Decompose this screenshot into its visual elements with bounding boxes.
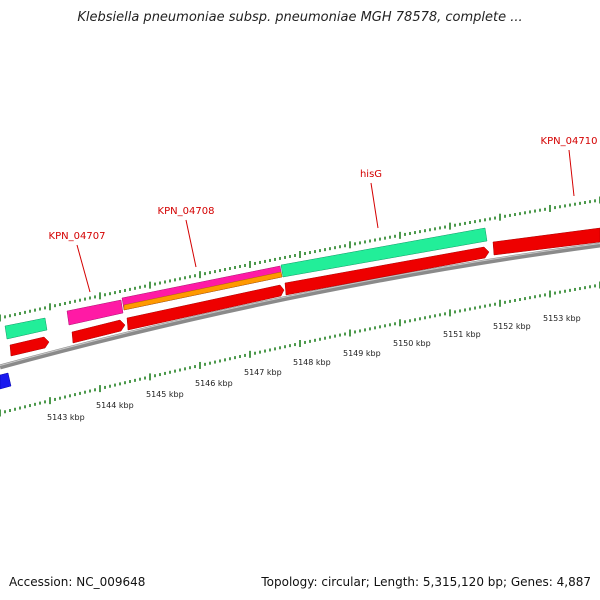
inner-tick-row [0, 281, 600, 417]
gene-red-3[interactable] [126, 284, 285, 331]
gene-label-kpn-04707: KPN_04707 [49, 231, 106, 242]
label-leader-kpn-04708 [185, 219, 197, 268]
genome-backbone-highlight [0, 243, 600, 366]
label-leader-kpn-04710 [568, 149, 575, 197]
gene-red-5[interactable] [492, 227, 600, 256]
gene-label-kpn-04708: KPN_04708 [158, 206, 215, 217]
scale-label-group: 5143 kbp 5144 kbp 5145 kbp 5146 kbp 5147… [47, 314, 581, 422]
scale-label: 5149 kbp [343, 349, 381, 358]
scale-label: 5150 kbp [393, 339, 431, 348]
scale-label: 5151 kbp [443, 330, 481, 339]
gene-label-hisg: hisG [360, 169, 382, 180]
gene-blue-1[interactable] [0, 372, 12, 390]
gene-green-1[interactable] [4, 317, 48, 340]
scale-label: 5144 kbp [96, 401, 134, 410]
scale-label: 5147 kbp [244, 368, 282, 377]
scale-label: 5145 kbp [146, 390, 184, 399]
scale-label: 5148 kbp [293, 358, 331, 367]
gene-red-4[interactable] [284, 246, 490, 296]
topology-text: Topology: circular; Length: 5,315,120 bp… [261, 575, 591, 589]
gene-orange-1[interactable] [123, 271, 283, 311]
gene-label-kpn-04710: KPN_04710 [541, 136, 598, 147]
scale-label: 5153 kbp [543, 314, 581, 323]
accession-text: Accession: NC_009648 [9, 575, 146, 589]
genome-backbone [0, 242, 600, 370]
scale-label: 5152 kbp [493, 322, 531, 331]
outer-tick-row [0, 196, 600, 322]
label-leader-hisg [370, 182, 379, 229]
gene-red-2[interactable] [71, 319, 126, 344]
gene-red-1[interactable] [9, 336, 50, 357]
scale-label: 5146 kbp [195, 379, 233, 388]
map-title: Klebsiella pneumoniae subsp. pneumoniae … [77, 10, 523, 25]
scale-label: 5143 kbp [47, 413, 85, 422]
label-leader-kpn-04707 [76, 244, 91, 293]
gene-green-2[interactable] [280, 227, 488, 278]
gene-magenta-1[interactable] [66, 299, 124, 326]
